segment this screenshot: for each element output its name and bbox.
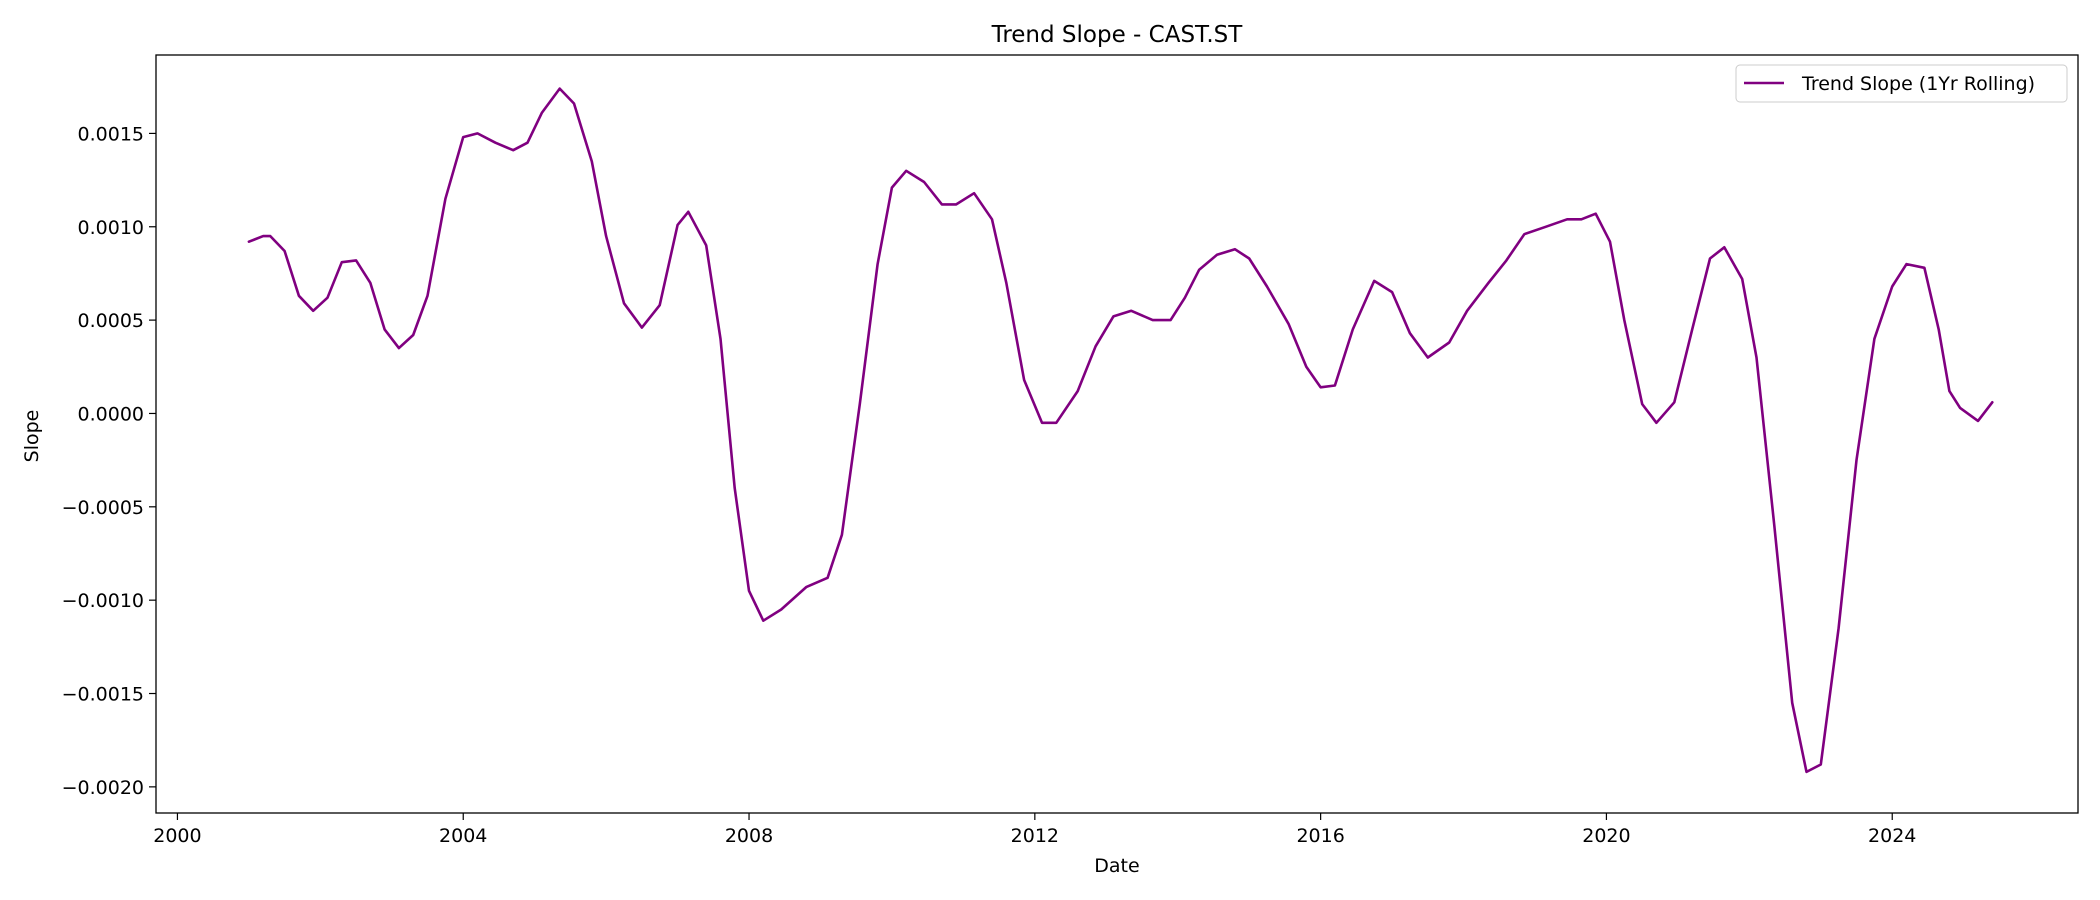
y-tick-label: −0.0005 bbox=[62, 497, 144, 519]
y-tick-label: 0.0015 bbox=[78, 123, 144, 145]
legend-label: Trend Slope (1Yr Rolling) bbox=[1801, 73, 2035, 95]
x-tick-label: 2008 bbox=[725, 825, 773, 847]
y-tick-label: −0.0010 bbox=[62, 590, 144, 612]
y-tick-label: −0.0015 bbox=[62, 684, 144, 706]
plot-area: 2000 2004 2008 2012 2016 2020 2024 0.0015 0.0010… bbox=[62, 54, 2079, 847]
x-tick-label: 2000 bbox=[153, 825, 201, 847]
y-tick-label: 0.0005 bbox=[78, 310, 144, 332]
x-tick-label: 2012 bbox=[1011, 825, 1059, 847]
x-tick-label: 2020 bbox=[1582, 825, 1630, 847]
x-axis-label: Date bbox=[1094, 855, 1139, 877]
axes-frame bbox=[155, 54, 2079, 814]
legend: Trend Slope (1Yr Rolling) bbox=[1735, 64, 2068, 103]
y-tick-label: 0.0010 bbox=[78, 217, 144, 239]
chart-title: Trend Slope - CAST.ST bbox=[991, 22, 1244, 48]
y-tick-label: −0.0020 bbox=[62, 777, 144, 799]
y-tick-label: 0.0000 bbox=[78, 403, 144, 425]
y-axis-label: Slope bbox=[21, 410, 43, 463]
legend-frame bbox=[1735, 64, 2068, 103]
x-tick-label: 2004 bbox=[439, 825, 487, 847]
x-tick-label: 2024 bbox=[1868, 825, 1916, 847]
x-tick-label: 2016 bbox=[1296, 825, 1344, 847]
series-line-trend-slope bbox=[247, 87, 1994, 774]
